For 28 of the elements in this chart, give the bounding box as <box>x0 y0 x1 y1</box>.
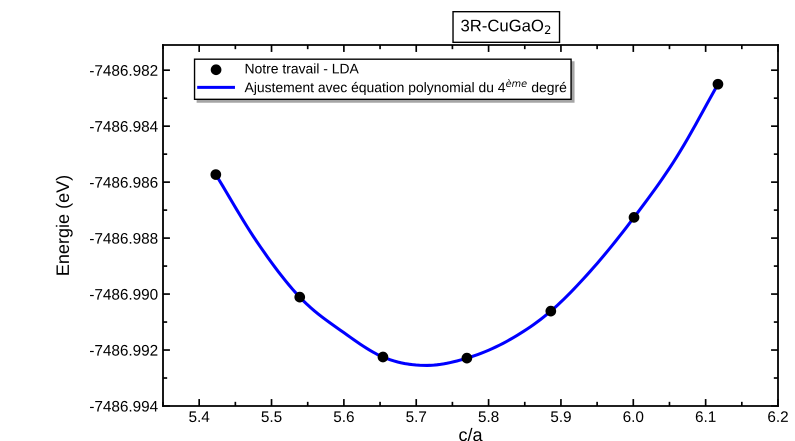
x-tick-label: 6.0 <box>623 411 644 422</box>
y-axis-title: Energie (eV) <box>56 176 73 275</box>
x-tick-label: 5.5 <box>262 411 282 422</box>
point <box>628 212 640 223</box>
y-tick-label: -7486.990 <box>90 288 158 300</box>
point <box>378 352 388 362</box>
point <box>545 306 556 316</box>
x-tick-label: 5.6 <box>334 411 354 422</box>
y-tick-label: -7486.982 <box>90 65 158 76</box>
chart-title: 3R-CuGaO$_{2}$ <box>461 20 550 34</box>
legend-label: Notre travail - LDA <box>246 63 359 74</box>
point <box>210 169 222 180</box>
legend-label: Ajustement avec équation polynomial du 4$^{ème}$ degré <box>244 79 566 96</box>
x-tick-label: 6.1 <box>696 411 716 422</box>
x-tick-label: 6.2 <box>768 411 788 422</box>
point <box>712 78 724 90</box>
x-axis-title: c/a <box>459 428 483 441</box>
y-tick-label: -7486.984 <box>90 121 158 132</box>
y-tick-label: -7486.986 <box>90 176 158 188</box>
y-tick-label: -7486.992 <box>90 344 158 356</box>
point <box>462 352 472 364</box>
y-tick-label: -7486.988 <box>90 232 158 244</box>
x-tick-label: 5.7 <box>406 411 426 422</box>
y-tick-label: -7486.994 <box>90 400 158 412</box>
x-tick-label: 5.4 <box>189 411 210 422</box>
point <box>294 292 306 302</box>
x-tick-label: 5.8 <box>478 411 499 422</box>
x-tick-label: 5.9 <box>550 411 571 422</box>
